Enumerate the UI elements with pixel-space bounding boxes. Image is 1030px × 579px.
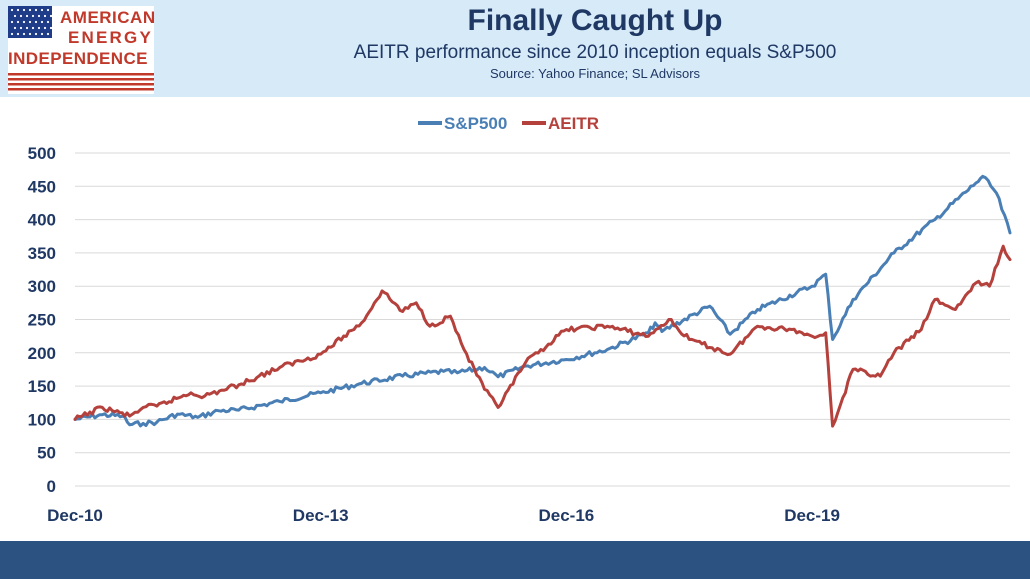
y-tick-label: 250 — [28, 311, 56, 330]
x-tick-label: Dec-19 — [784, 506, 840, 525]
series-line-aeitr — [73, 244, 1012, 428]
series-line-sp500 — [73, 174, 1012, 428]
x-tick-label: Dec-16 — [539, 506, 595, 525]
y-tick-label: 300 — [28, 277, 56, 296]
y-tick-label: 100 — [28, 410, 56, 429]
page-title: Finally Caught Up — [467, 4, 723, 37]
logo-stripes — [8, 73, 154, 91]
header-banner: AMERICAN ENERGY INDEPENDENCE Finally Cau… — [0, 0, 1030, 97]
y-tick-label: 150 — [28, 377, 56, 396]
page-subtitle: AEITR performance since 2010 inception e… — [353, 42, 837, 63]
line-chart: 0 50 100 150 200 250 300 350 400 450 500 Dec-10 Dec-… — [28, 114, 1012, 525]
y-tick-label: 0 — [47, 477, 56, 496]
legend-label: S&P500 — [444, 114, 507, 133]
footer-bar — [0, 541, 1030, 579]
logo-line-1: AMERICAN — [60, 8, 156, 27]
logo-line-3: INDEPENDENCE — [8, 49, 148, 68]
y-tick-label: 200 — [28, 344, 56, 363]
y-tick-label: 400 — [28, 211, 56, 230]
source-note: Source: Yahoo Finance; SL Advisors — [489, 66, 701, 81]
x-tick-label: Dec-10 — [47, 506, 103, 525]
y-tick-label: 350 — [28, 244, 56, 263]
y-tick-label: 500 — [28, 144, 56, 163]
y-tick-label: 450 — [28, 177, 56, 196]
x-tick-label: Dec-13 — [293, 506, 349, 525]
legend-label: AEITR — [548, 114, 599, 133]
y-tick-label: 50 — [37, 444, 56, 463]
us-flag-icon — [8, 6, 52, 38]
company-logo: AMERICAN ENERGY INDEPENDENCE — [8, 6, 156, 94]
logo-line-2: ENERGY — [68, 28, 153, 47]
